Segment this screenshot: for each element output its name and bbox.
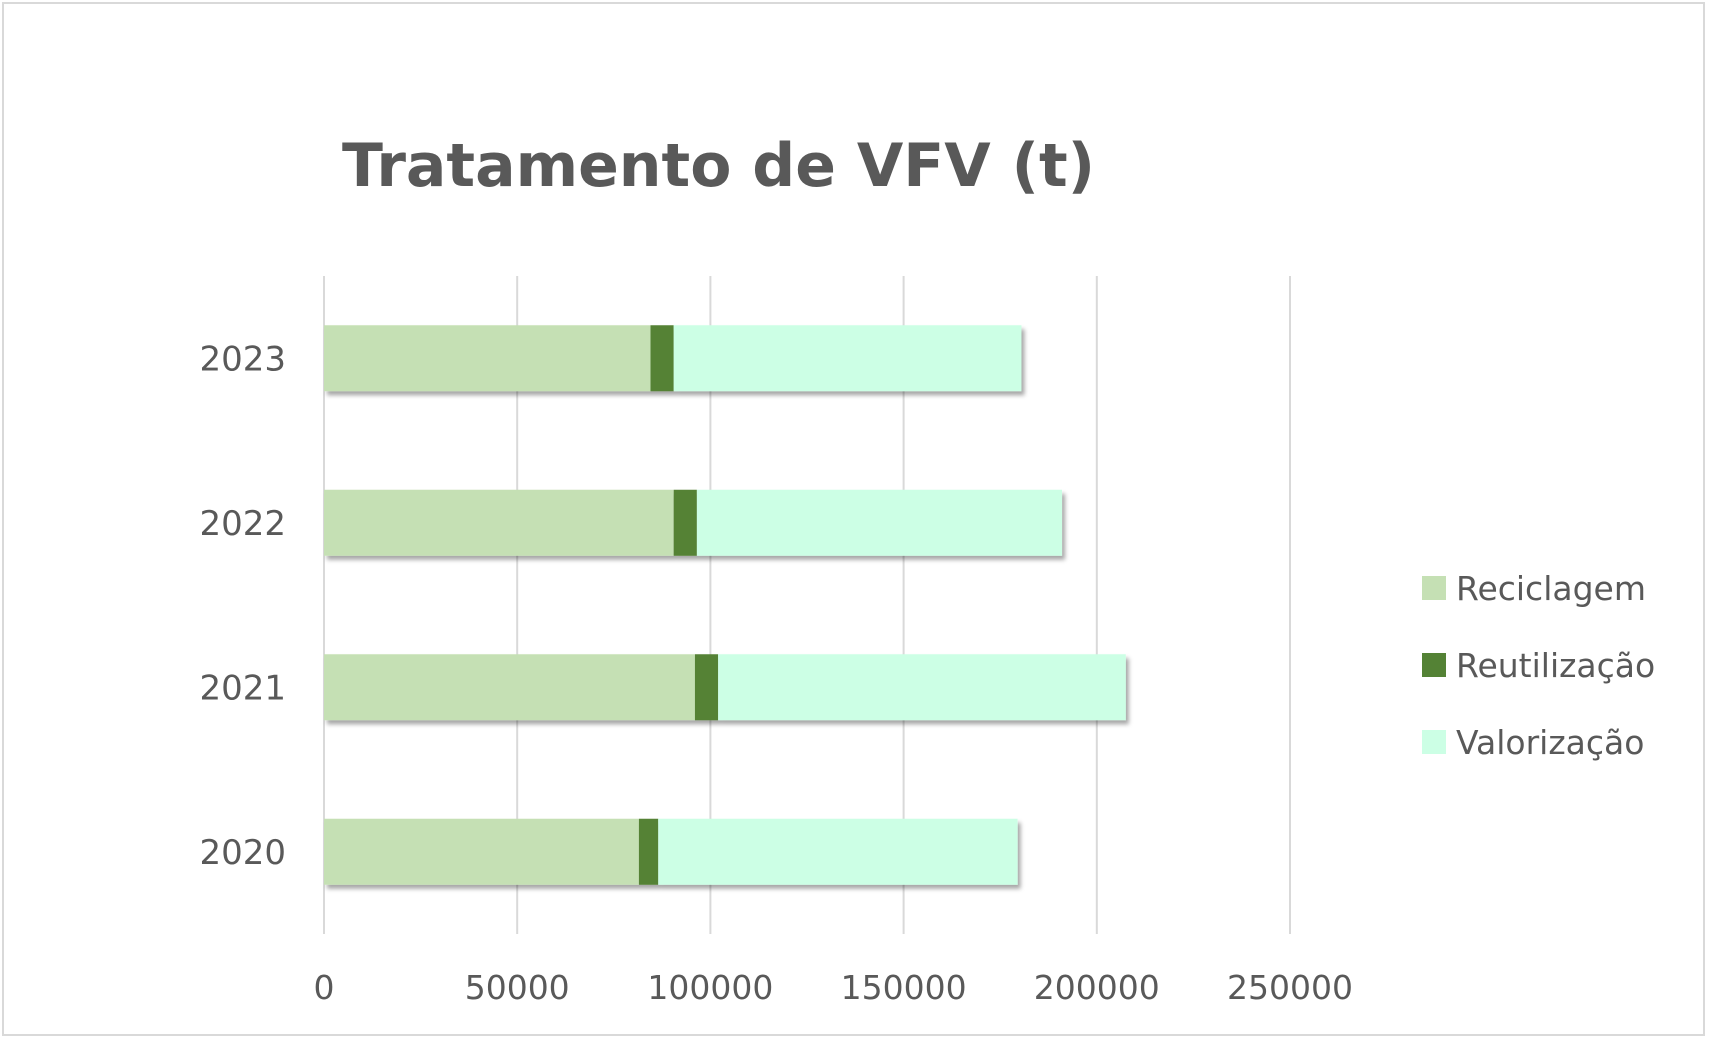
- bar-reutilização-2023: [650, 325, 674, 392]
- bar-reutilização-2021: [694, 654, 719, 721]
- bar-reutilização-2020: [638, 818, 659, 885]
- category-label: 2022: [199, 504, 286, 544]
- legend-swatch: [1422, 730, 1446, 754]
- bars-layer: [324, 325, 1126, 885]
- legend-swatch: [1422, 653, 1446, 677]
- bar-reciclagem-2021: [324, 654, 695, 721]
- bar-stack-2021: [324, 654, 1126, 721]
- x-tick-label: 0: [314, 968, 335, 1007]
- category-label: 2020: [199, 833, 286, 873]
- category-label: 2023: [199, 339, 286, 379]
- chart-svg: Tratamento de VFV (t) 2020 2021 2022 2023 0…: [199, 131, 1655, 1007]
- legend-label: Reciclagem: [1456, 569, 1646, 608]
- bar-valorização-2022: [696, 489, 1063, 556]
- legend-label: Valorização: [1456, 723, 1644, 762]
- bar-reutilização-2022: [673, 489, 697, 556]
- x-tick-label: 250000: [1227, 968, 1353, 1007]
- x-tick-label: 200000: [1034, 968, 1160, 1007]
- bar-valorização-2020: [658, 818, 1018, 885]
- bar-stack-2023: [324, 325, 1022, 392]
- x-tick-label: 150000: [841, 968, 967, 1007]
- chart-title: Tratamento de VFV (t): [342, 131, 1095, 201]
- bar-valorização-2021: [718, 654, 1126, 721]
- category-labels: 2020 2021 2022 2023: [199, 339, 286, 873]
- bar-valorização-2023: [673, 325, 1022, 392]
- legend-swatch: [1422, 576, 1446, 600]
- bar-reciclagem-2022: [324, 489, 674, 556]
- x-tick-label: 50000: [465, 968, 570, 1007]
- bar-reciclagem-2020: [324, 818, 639, 885]
- x-tick-labels: 0 50000 100000 150000 200000 250000: [314, 968, 1353, 1007]
- x-tick-label: 100000: [647, 968, 773, 1007]
- bar-stack-2020: [324, 818, 1018, 885]
- bar-stack-2022: [324, 489, 1063, 556]
- legend-label: Reutilização: [1456, 646, 1655, 685]
- bar-reciclagem-2023: [324, 325, 651, 392]
- legend: Reciclagem Reutilização Valorização: [1422, 569, 1655, 762]
- category-label: 2021: [199, 668, 286, 708]
